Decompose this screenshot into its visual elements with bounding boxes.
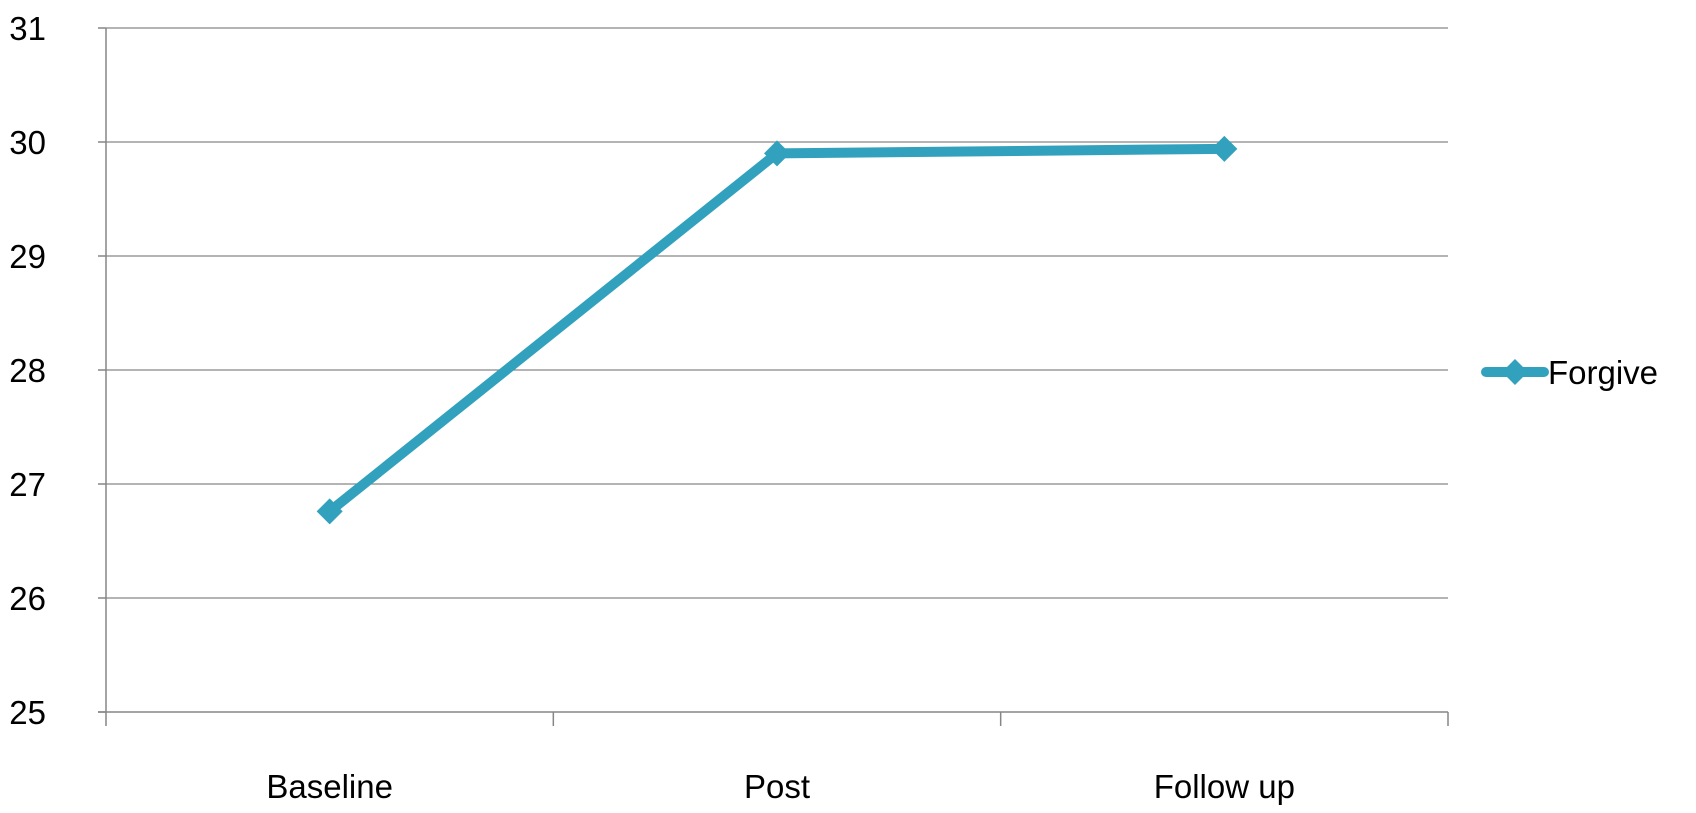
y-tick-label: 31 [9, 10, 46, 47]
data-point-marker [1211, 135, 1238, 162]
x-tick-label: Baseline [266, 768, 393, 805]
y-tick-label: 25 [9, 694, 46, 731]
y-tick-label: 27 [9, 466, 46, 503]
series-line-0 [324, 143, 1230, 517]
y-tick-label: 30 [9, 124, 46, 161]
legend-marker [1502, 359, 1528, 385]
legend-label: Forgive [1548, 354, 1658, 391]
y-tick-label: 26 [9, 580, 46, 617]
x-tick-label: Follow up [1154, 768, 1295, 805]
y-tick-label: 28 [9, 352, 46, 389]
data-point-marker [316, 498, 343, 525]
x-tick-label: Post [744, 768, 810, 805]
data-point-marker [764, 140, 790, 167]
y-tick-label: 29 [9, 238, 46, 275]
